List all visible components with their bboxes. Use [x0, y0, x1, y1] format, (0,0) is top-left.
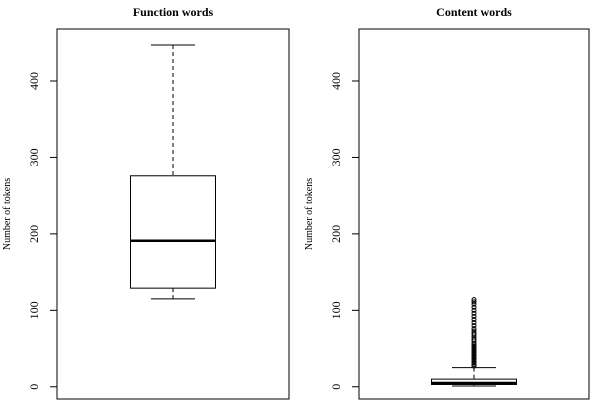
box [130, 175, 216, 289]
y-tick-label: 100 [329, 301, 343, 319]
outlier [471, 313, 477, 319]
outlier [471, 360, 477, 366]
y-axis-label: Number of tokens [304, 178, 315, 250]
outlier [471, 304, 477, 310]
y-tick-label: 400 [329, 72, 343, 90]
y-axis-label: Number of tokens [2, 178, 13, 250]
y-tick-label: 200 [329, 225, 343, 243]
chart-title: Function words [133, 5, 214, 19]
outlier [471, 328, 477, 334]
outlier [471, 351, 477, 357]
outlier [471, 345, 477, 351]
outlier [471, 349, 477, 355]
outlier [471, 330, 477, 336]
outlier [471, 320, 477, 326]
y-tick-label: 100 [27, 301, 41, 319]
y-tick-label: 300 [329, 148, 343, 166]
y-tick-label: 300 [27, 148, 41, 166]
y-tick-label: 0 [27, 384, 41, 390]
outlier [471, 362, 477, 368]
outlier [471, 326, 477, 332]
outlier [471, 297, 477, 303]
outlier [471, 354, 477, 360]
y-tick-label: 400 [27, 72, 41, 90]
outlier [471, 363, 477, 369]
outlier [471, 343, 477, 349]
outlier [471, 352, 477, 358]
outlier [471, 359, 477, 365]
outlier [471, 348, 477, 354]
chart-title: Content words [436, 5, 512, 19]
outlier [471, 355, 477, 361]
outlier [471, 336, 477, 342]
y-tick-label: 200 [27, 225, 41, 243]
outlier [471, 346, 477, 352]
outlier [471, 323, 477, 329]
outlier [471, 310, 477, 316]
outlier [471, 299, 477, 305]
y-tick-label: 0 [329, 384, 343, 390]
outlier [471, 357, 477, 363]
plot-frame [358, 28, 590, 400]
outlier [471, 301, 477, 307]
outlier [471, 307, 477, 313]
outlier [471, 316, 477, 322]
plot-frame [56, 28, 290, 400]
